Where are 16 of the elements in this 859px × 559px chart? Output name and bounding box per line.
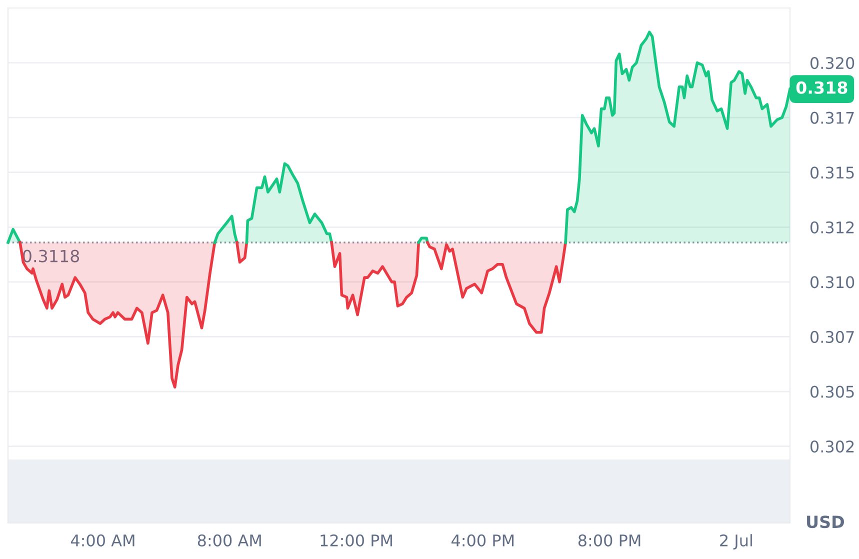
x-tick-label: 2 Jul (720, 534, 752, 550)
y-tick-label: 0.315 (810, 166, 854, 179)
x-tick-label: 12:00 PM (320, 534, 392, 546)
x-tick-label: 8:00 AM (198, 534, 261, 546)
annotation: 0.318 (796, 81, 848, 94)
y-tick-label: 0.305 (810, 386, 854, 398)
x-tick-label: 4:00 PM (452, 534, 514, 546)
y-tick-label: 0.317 (810, 112, 854, 124)
y-axis-title: USD (807, 516, 844, 528)
y-tick-label: 0.312 (810, 221, 854, 234)
x-tick-label: 8:00 PM (578, 534, 640, 546)
y-tick-label: 0.302 (810, 440, 854, 453)
y-tick-label: 0.320 (810, 57, 854, 70)
x-tick-label: 4:00 AM (70, 534, 134, 546)
y-tick-label: 0.307 (810, 330, 854, 344)
y-tick-label: 0.310 (810, 276, 854, 288)
